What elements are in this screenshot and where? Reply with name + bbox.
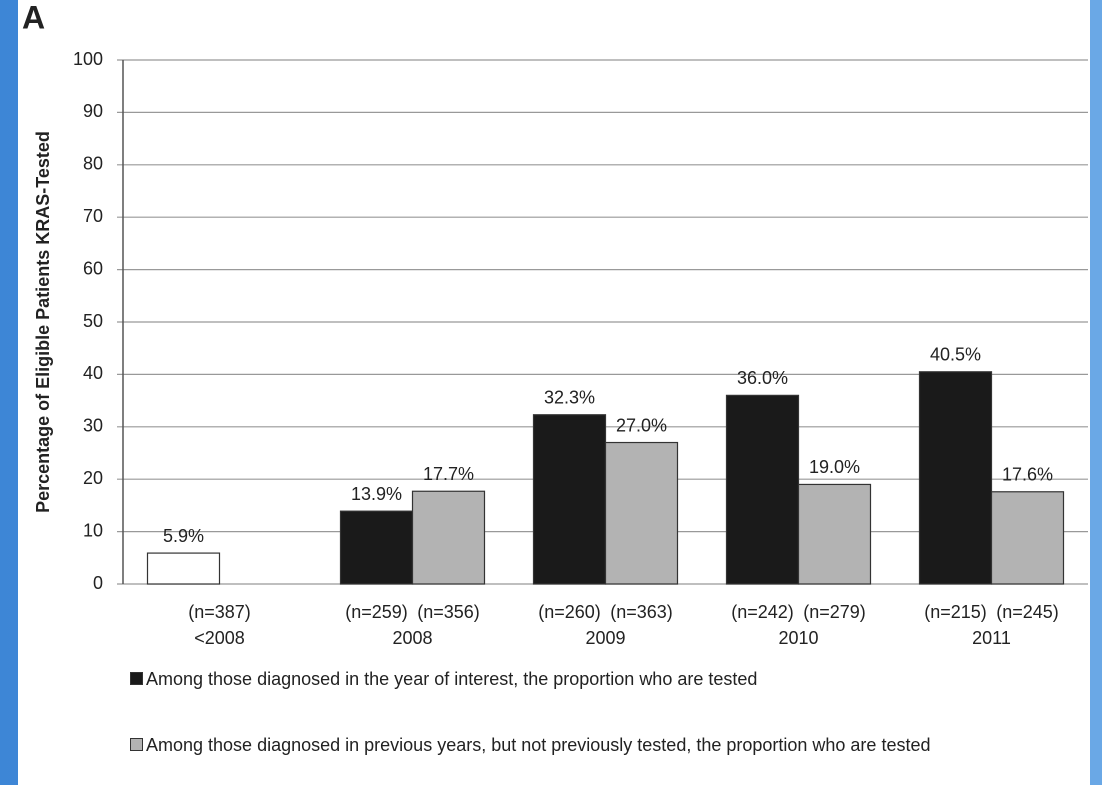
legend-label: Among those diagnosed in the year of int… bbox=[146, 669, 758, 689]
y-tick-label: 90 bbox=[83, 101, 103, 121]
value-label: 40.5% bbox=[930, 345, 981, 365]
x-tick-label: 2008 bbox=[392, 628, 432, 648]
legend-label: Among those diagnosed in previous years,… bbox=[146, 735, 931, 755]
y-tick-label: 80 bbox=[83, 154, 103, 174]
x-tick-label: 2011 bbox=[972, 628, 1011, 648]
x-tick-label: <2008 bbox=[194, 628, 245, 648]
value-label: 19.0% bbox=[809, 457, 860, 477]
value-label: 17.7% bbox=[423, 464, 474, 484]
y-tick-label: 70 bbox=[83, 206, 103, 226]
bar bbox=[990, 491, 1065, 585]
legend-swatch bbox=[130, 672, 143, 685]
bar bbox=[532, 414, 607, 585]
y-tick-label: 0 bbox=[93, 573, 103, 593]
n-label: (n=259) bbox=[345, 602, 408, 622]
n-label: (n=260) bbox=[538, 602, 601, 622]
value-label: 17.6% bbox=[1002, 465, 1053, 485]
value-label: 5.9% bbox=[163, 526, 204, 546]
value-label: 32.3% bbox=[544, 387, 595, 407]
bar bbox=[339, 510, 414, 585]
n-label: (n=245) bbox=[996, 602, 1059, 622]
bar bbox=[918, 371, 993, 585]
value-label: 36.0% bbox=[737, 368, 788, 388]
n-label: (n=279) bbox=[803, 602, 866, 622]
legend-item: Among those diagnosed in the year of int… bbox=[130, 666, 1080, 692]
chart-title: A bbox=[22, 0, 45, 35]
legend-item: Among those diagnosed in previous years,… bbox=[130, 732, 1080, 758]
n-label: (n=215) bbox=[924, 602, 987, 622]
legend-swatch bbox=[130, 738, 143, 751]
n-label: (n=356) bbox=[417, 602, 480, 622]
y-tick-label: 100 bbox=[73, 49, 103, 69]
bar bbox=[604, 441, 679, 585]
y-axis-label: Percentage of Eligible Patients KRAS-Tes… bbox=[33, 131, 53, 513]
n-label: (n=387) bbox=[188, 602, 251, 622]
y-tick-label: 40 bbox=[83, 363, 103, 383]
bar bbox=[725, 394, 800, 585]
y-tick-label: 10 bbox=[83, 520, 103, 540]
panel bbox=[18, 0, 1090, 785]
y-tick-label: 60 bbox=[83, 258, 103, 278]
y-tick-label: 30 bbox=[83, 416, 103, 436]
bar bbox=[411, 490, 486, 585]
n-label: (n=363) bbox=[610, 602, 673, 622]
bar bbox=[146, 552, 221, 585]
y-tick-label: 50 bbox=[83, 311, 103, 331]
y-tick-label: 20 bbox=[83, 468, 103, 488]
x-tick-label: 2010 bbox=[778, 628, 818, 648]
bar bbox=[797, 483, 872, 585]
value-label: 13.9% bbox=[351, 484, 402, 504]
n-label: (n=242) bbox=[731, 602, 794, 622]
x-tick-label: 2009 bbox=[585, 628, 625, 648]
value-label: 27.0% bbox=[616, 415, 667, 435]
